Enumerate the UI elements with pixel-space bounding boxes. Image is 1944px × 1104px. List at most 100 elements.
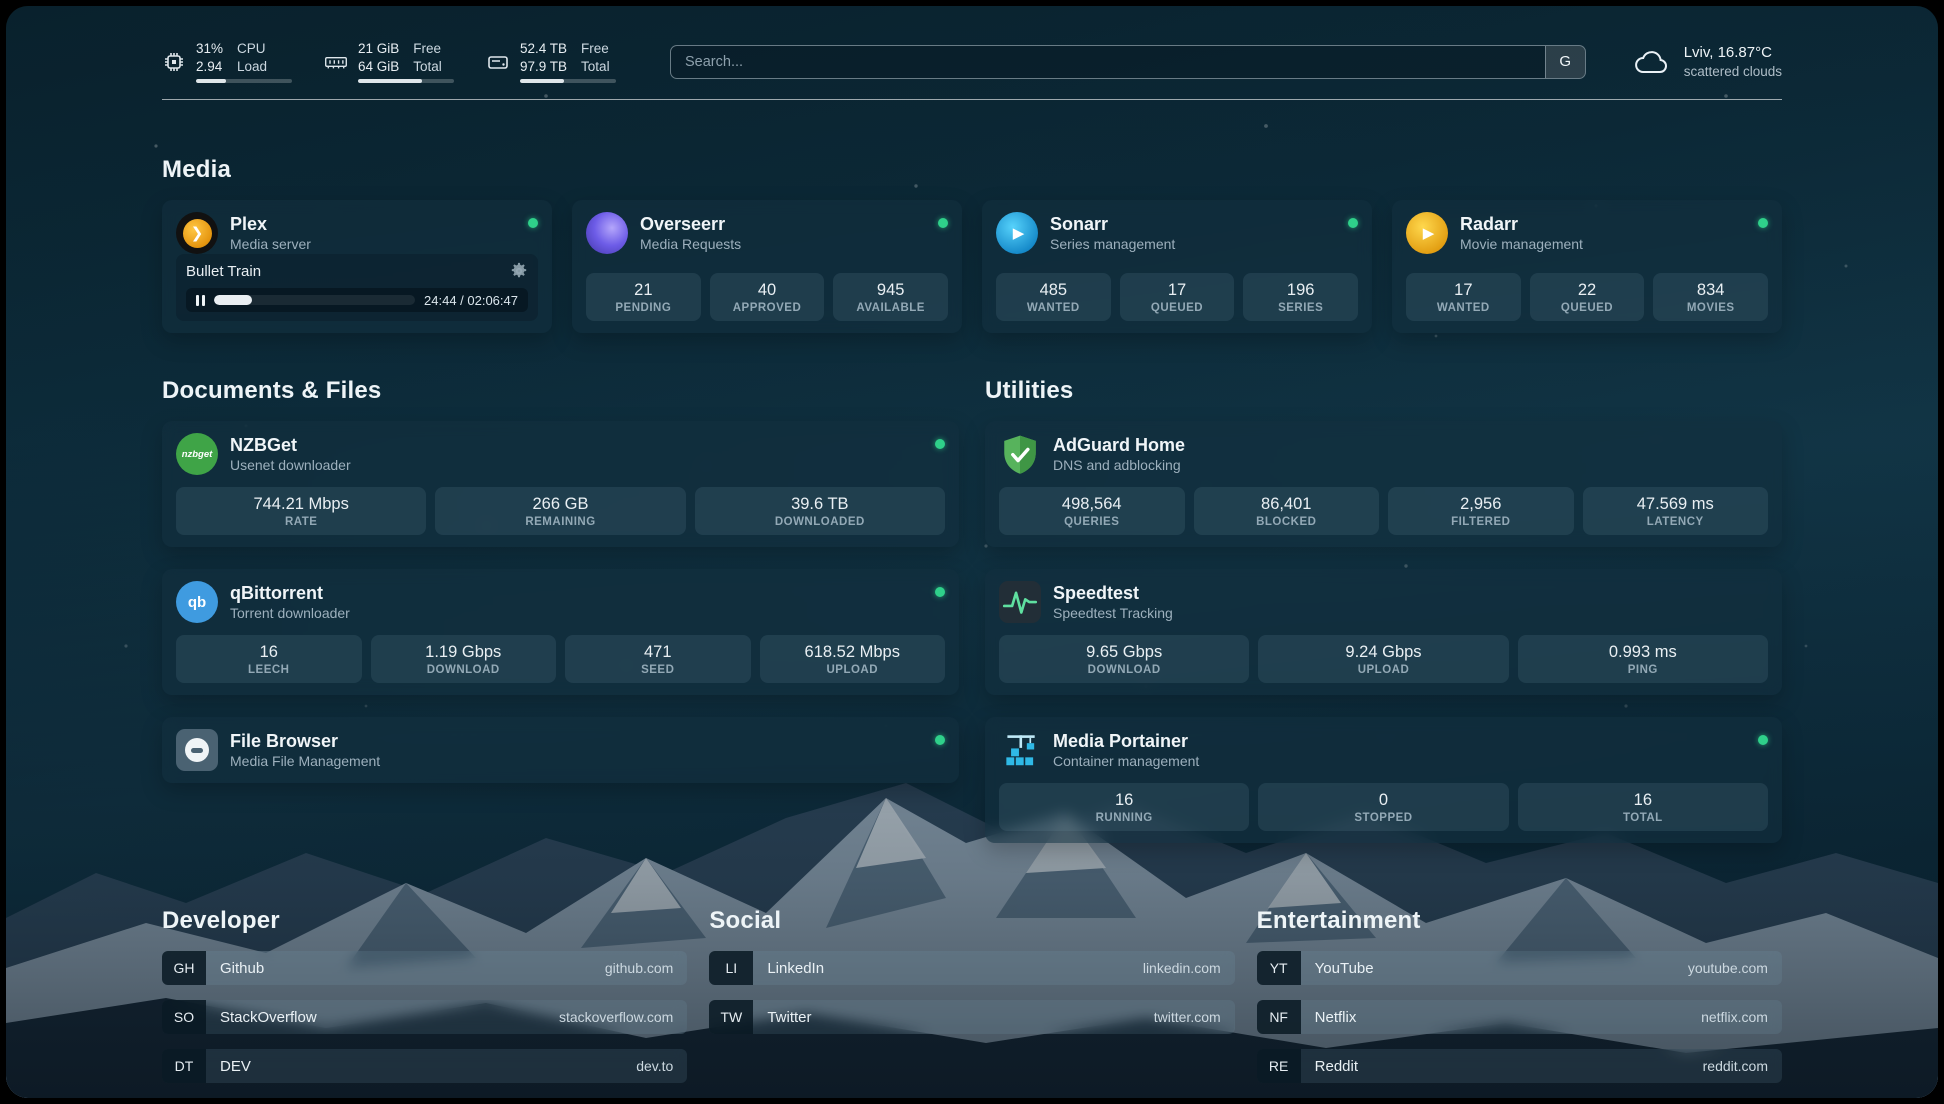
bookmark-name: Netflix (1314, 1008, 1357, 1026)
memory-total-label: Total (413, 58, 442, 74)
bookmark-reddit[interactable]: RE Reddit reddit.com (1256, 1049, 1782, 1084)
stat-box: 17 QUEUED (1119, 273, 1235, 322)
settings-icon[interactable] (510, 262, 528, 280)
service-description: Series management (1050, 235, 1176, 252)
service-description: Media Requests (640, 235, 742, 252)
dashboard-window: 31% 2.94 CPU Load (6, 6, 1938, 1098)
service-description: Container management (1053, 752, 1200, 769)
speedtest-icon (999, 581, 1041, 624)
service-description: DNS and adblocking (1053, 456, 1181, 473)
service-card-speedtest[interactable]: Speedtest Speedtest Tracking 9.65 Gbps DO… (985, 569, 1782, 696)
service-card-adguard[interactable]: AdGuard Home DNS and adblocking 498,564 Q… (985, 421, 1782, 548)
bookmark-abbr: GH (162, 951, 206, 986)
service-name: Speedtest (1053, 583, 1140, 604)
bookmark-abbr: DT (162, 1049, 206, 1084)
service-card-overseerr[interactable]: Overseerr Media Requests 21 PENDING 40 APP… (572, 200, 962, 334)
bookmark-linkedin[interactable]: LI LinkedIn linkedin.com (709, 951, 1235, 986)
search-bar: G (670, 44, 1586, 79)
bookmark-name: Github (220, 959, 265, 977)
bookmark-abbr: LI (709, 951, 754, 986)
playback-time: 24:44 / 02:06:47 (424, 292, 518, 308)
status-dot (935, 439, 945, 450)
stat-box: 744.21 Mbps RATE (176, 487, 427, 536)
stat-box: 1.19 Gbps DOWNLOAD (370, 635, 556, 684)
bookmark-twitter[interactable]: TW Twitter twitter.com (709, 1000, 1235, 1035)
bookmark-github[interactable]: GH Github github.com (162, 951, 688, 986)
status-dot (935, 735, 945, 746)
weather-location: Lviv, 16.87°C (1683, 44, 1772, 62)
search-provider-button[interactable]: G (1544, 45, 1585, 78)
service-card-nzbget[interactable]: nzbget NZBGet Usenet downloader 744.21 M… (162, 421, 959, 548)
disk-total-value: 97.9 TB (520, 58, 568, 74)
cpu-usage-value: 31% (196, 41, 224, 56)
bookmark-netflix[interactable]: NF Netflix netflix.com (1256, 1000, 1782, 1035)
topbar-divider (162, 99, 1782, 101)
section-title-utilities: Utilities (985, 377, 1074, 405)
stat-box: 22 QUEUED (1529, 273, 1645, 322)
sonarr-icon (996, 212, 1038, 255)
service-name: File Browser (230, 731, 339, 752)
section-title-social: Social (709, 907, 782, 935)
portainer-icon (1006, 735, 1035, 766)
status-dot (938, 218, 948, 229)
bookmark-url: twitter.com (1153, 1009, 1221, 1026)
service-description: Movie management (1460, 235, 1583, 252)
bookmark-name: StackOverflow (220, 1008, 317, 1026)
stat-box: 498,564 QUERIES (999, 487, 1185, 536)
bookmark-abbr: TW (709, 1000, 754, 1035)
radarr-icon (1406, 212, 1448, 255)
memory-icon (325, 56, 347, 68)
bookmark-dev[interactable]: DT DEV dev.to (162, 1049, 688, 1084)
bookmark-group-developer: Developer GH Github github.com SO StackO… (162, 907, 688, 1098)
plex-icon (176, 212, 218, 255)
service-card-portainer[interactable]: Media Portainer Container management 16 R… (985, 717, 1782, 844)
stat-box: 618.52 Mbps UPLOAD (759, 635, 945, 684)
bookmark-stackoverflow[interactable]: SO StackOverflow stackoverflow.com (162, 1000, 688, 1035)
section-title-developer: Developer (162, 907, 280, 935)
service-card-plex[interactable]: Plex Media server Bullet Train (162, 200, 552, 334)
bookmark-url: stackoverflow.com (558, 1009, 674, 1026)
bookmark-name: DEV (220, 1057, 251, 1075)
now-playing-title: Bullet Train (186, 262, 262, 280)
bookmark-url: youtube.com (1687, 960, 1768, 977)
bookmark-abbr: NF (1256, 1000, 1301, 1035)
bookmark-group-social: Social LI LinkedIn linkedin.com TW Twitt… (709, 907, 1235, 1098)
filebrowser-icon (176, 729, 218, 772)
section-title-media: Media (162, 156, 232, 184)
playback-progress-bar: 24:44 / 02:06:47 (186, 288, 528, 313)
bookmark-abbr: RE (1256, 1049, 1301, 1084)
service-description: Media File Management (230, 752, 381, 769)
bookmark-url: github.com (604, 960, 674, 977)
bookmark-url: dev.to (636, 1058, 674, 1075)
stat-box: 9.24 Gbps UPLOAD (1258, 635, 1509, 684)
bookmark-youtube[interactable]: YT YouTube youtube.com (1256, 951, 1782, 986)
service-name: AdGuard Home (1053, 435, 1186, 456)
stat-box: 485 WANTED (996, 273, 1111, 322)
memory-widget: 21 GiB 64 GiB Free Total (324, 40, 454, 84)
cpu-load-value: 2.94 (196, 58, 223, 74)
bookmark-url: reddit.com (1702, 1058, 1768, 1075)
service-name: Plex (230, 214, 268, 235)
service-description: Usenet downloader (230, 456, 351, 473)
service-name: Media Portainer (1053, 731, 1189, 752)
stat-box: 2,956 FILTERED (1388, 487, 1574, 536)
search-input[interactable] (671, 45, 1545, 78)
stat-box: 86,401 BLOCKED (1193, 487, 1379, 536)
stat-box: 471 SEED (565, 635, 751, 684)
status-dot (1348, 218, 1358, 229)
service-name: Sonarr (1050, 214, 1109, 235)
bookmark-url: linkedin.com (1142, 960, 1221, 977)
pause-button[interactable] (196, 294, 205, 306)
service-description: Speedtest Tracking (1053, 604, 1173, 621)
status-dot (1758, 218, 1768, 229)
service-card-qbittorrent[interactable]: qb qBittorrent Torrent downloader 16 LEEC… (162, 569, 959, 696)
stat-box: 39.6 TB DOWNLOADED (694, 487, 945, 536)
bookmark-url: netflix.com (1701, 1009, 1768, 1026)
service-name: qBittorrent (230, 583, 323, 604)
cpu-load-label: Load (237, 58, 268, 74)
section-title-documents: Documents & Files (162, 377, 382, 405)
service-card-filebrowser[interactable]: File Browser Media File Management (162, 717, 959, 784)
service-description: Torrent downloader (230, 604, 350, 621)
